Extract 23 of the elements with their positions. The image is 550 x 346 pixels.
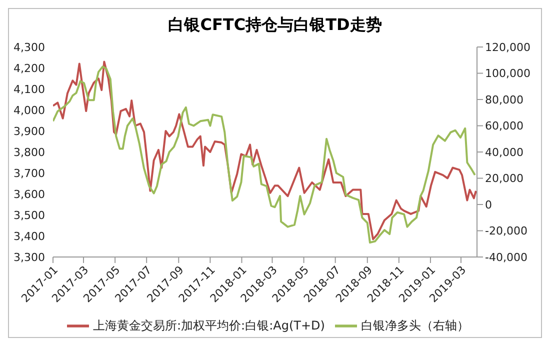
- legend-label: 白银净多头（右轴）: [360, 318, 469, 332]
- y-tick-label: 4,300: [14, 40, 45, 54]
- y-tick-label: 3,800: [14, 146, 45, 159]
- y2-tick-label: 40,000: [485, 146, 524, 159]
- y-tick-label: 4,000: [14, 104, 45, 117]
- y-tick-label: 3,700: [14, 166, 45, 180]
- legend-label: 上海黄金交易所:加权平均价:白银:Ag(T+D): [93, 318, 325, 332]
- y2-tick-label: 60,000: [485, 120, 524, 133]
- chart-title: 白银CFTC持仓与白银TD走势: [167, 14, 383, 36]
- y-tick-label: 3,300: [14, 250, 45, 264]
- y-tick-label: 3,400: [14, 230, 45, 243]
- y-tick-label: 3,900: [14, 124, 45, 138]
- y2-tick-label: 120,000: [485, 40, 530, 54]
- y2-tick-label: 80,000: [485, 93, 524, 106]
- y-tick-label: 4,100: [14, 82, 45, 96]
- y-tick-label: 3,600: [14, 188, 45, 201]
- y2-tick-label: 20,000: [485, 172, 524, 186]
- y2-tick-label: -20,000: [485, 224, 528, 238]
- y-tick-label: 4,200: [14, 62, 45, 75]
- y2-tick-label: 0: [485, 198, 492, 212]
- y2-tick-label: -40,000: [485, 250, 528, 264]
- y-tick-label: 3,500: [14, 208, 45, 222]
- y2-tick-label: 100,000: [485, 67, 530, 80]
